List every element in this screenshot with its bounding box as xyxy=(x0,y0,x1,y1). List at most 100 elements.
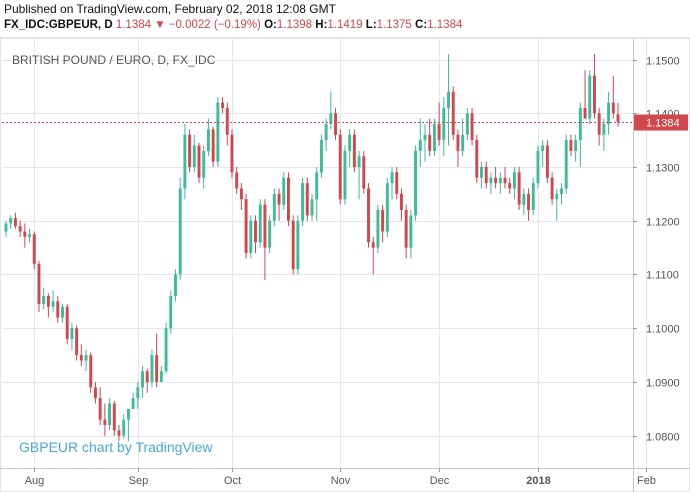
last-price-tag: 1.1384 xyxy=(634,114,688,131)
candle xyxy=(324,118,328,151)
candle-body xyxy=(381,210,385,232)
y-tick-label: 1.0900 xyxy=(646,378,680,390)
candle-body xyxy=(357,156,361,167)
candle xyxy=(23,223,27,248)
candle-body xyxy=(536,150,540,184)
grid-lines xyxy=(2,38,647,468)
candle-body xyxy=(28,234,31,237)
candle-body xyxy=(376,210,380,248)
candle xyxy=(616,103,620,127)
candle xyxy=(56,296,60,323)
candle xyxy=(98,387,102,425)
candle-body xyxy=(141,371,144,388)
candle xyxy=(103,403,107,436)
candle xyxy=(569,134,573,157)
candle-body xyxy=(512,172,516,189)
candle-body xyxy=(437,124,441,141)
candle-body xyxy=(296,220,300,270)
candle xyxy=(254,215,257,253)
candle xyxy=(550,172,554,205)
candle xyxy=(555,188,559,221)
candle xyxy=(174,269,177,302)
candle xyxy=(32,231,36,270)
candle xyxy=(136,382,140,409)
candle xyxy=(367,183,370,248)
candle-body xyxy=(607,102,611,124)
candle xyxy=(131,392,135,409)
candle xyxy=(517,167,521,210)
candle-body xyxy=(432,124,436,151)
candle xyxy=(183,124,187,200)
candle xyxy=(352,129,356,173)
candle xyxy=(51,290,55,313)
candle xyxy=(178,177,182,280)
y-tick-label: 1.1100 xyxy=(646,270,679,282)
candle-body xyxy=(291,220,295,270)
candle xyxy=(527,188,531,221)
published-line: Published on TradingView.com, February 0… xyxy=(4,2,336,16)
candle-body xyxy=(46,296,50,307)
candle-body xyxy=(93,387,97,399)
candle xyxy=(508,177,512,194)
candle-body xyxy=(225,107,229,135)
candle xyxy=(249,215,253,259)
candle xyxy=(150,349,154,388)
candle-body xyxy=(122,419,126,436)
price-axis: 1.15001.14001.13001.12001.11001.10001.09… xyxy=(633,56,680,444)
candle-body xyxy=(602,124,606,135)
candle-body xyxy=(178,188,182,275)
candle xyxy=(381,204,385,243)
candle-body xyxy=(174,274,177,296)
candle xyxy=(221,97,225,114)
candle xyxy=(315,167,319,221)
candle xyxy=(296,215,300,275)
open-label: O: xyxy=(264,19,277,31)
candle xyxy=(169,290,173,334)
candle xyxy=(583,70,587,119)
ohlc-line: FX_IDC:GBPEUR, D 1.1384 ▼ −0.0022 (−0.19… xyxy=(4,19,462,31)
candle xyxy=(235,167,239,194)
candle-body xyxy=(597,113,601,135)
time-axis: Aug Sep Oct Nov Dec 2018 Feb xyxy=(25,468,656,487)
candle xyxy=(79,344,83,366)
candle-body xyxy=(329,113,333,124)
candle-body xyxy=(399,193,403,210)
candle xyxy=(37,261,41,313)
candle xyxy=(263,199,267,280)
candle xyxy=(258,199,262,248)
candle-body xyxy=(89,355,93,388)
candle-body xyxy=(305,183,309,216)
candle xyxy=(65,304,69,345)
candle xyxy=(512,167,516,200)
candle-body xyxy=(451,91,455,135)
y-tick-label: 1.1200 xyxy=(646,217,680,229)
candle-body xyxy=(84,355,88,361)
candle-body xyxy=(578,107,582,141)
candle xyxy=(301,177,305,227)
candle xyxy=(423,124,427,162)
candle-body xyxy=(555,193,559,200)
candle-body xyxy=(442,107,446,141)
candle xyxy=(89,352,93,393)
candle xyxy=(18,220,22,237)
candle-body xyxy=(301,183,305,221)
watermark-text: GBPEUR chart by TradingView xyxy=(19,439,213,455)
candle-body xyxy=(159,371,163,382)
candle-body xyxy=(230,134,234,173)
candle xyxy=(376,204,380,253)
candle xyxy=(164,322,168,374)
candle xyxy=(42,287,46,310)
candle xyxy=(282,172,286,210)
candle xyxy=(602,118,606,151)
candle xyxy=(9,215,13,229)
candle-body xyxy=(404,210,408,248)
candle xyxy=(192,134,196,173)
candle-body xyxy=(192,145,196,167)
candle-body xyxy=(569,140,573,151)
last-price-tag-label: 1.1384 xyxy=(646,118,680,130)
close-label: C: xyxy=(415,19,428,31)
candle xyxy=(239,183,243,210)
candle-body xyxy=(239,188,243,200)
candle-body xyxy=(9,218,13,224)
